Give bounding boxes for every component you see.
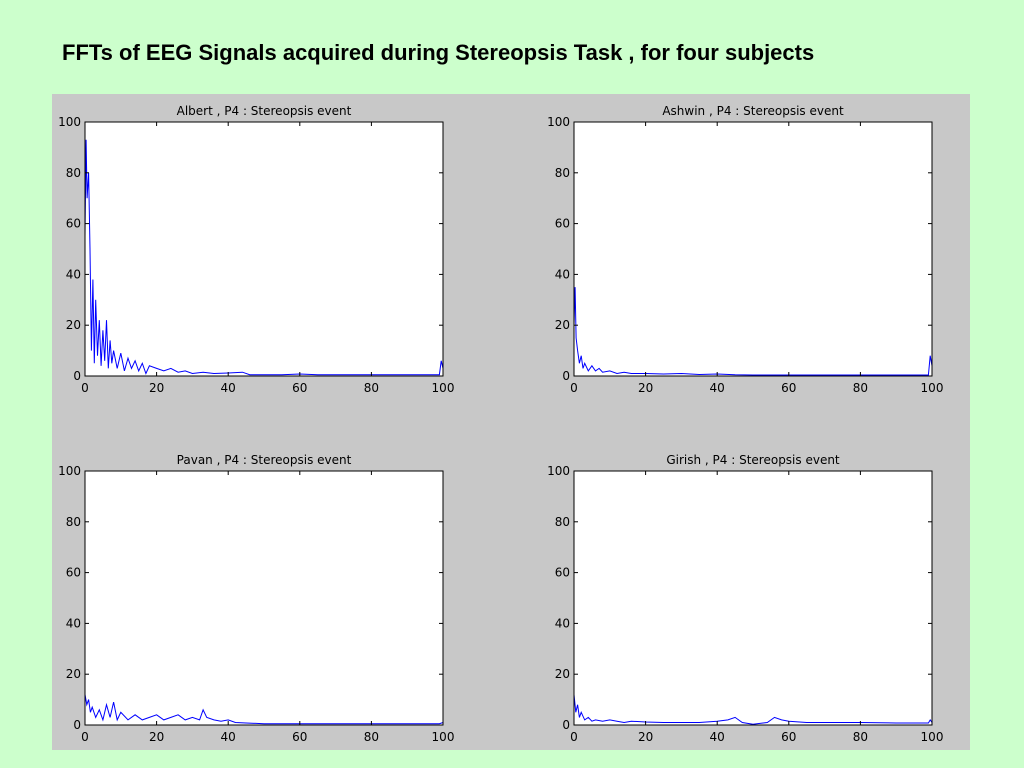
- subplot-title: Ashwin , P4 : Stereopsis event: [662, 104, 844, 118]
- x-tick-label: 20: [149, 730, 164, 744]
- axes-frame: [84, 470, 444, 726]
- x-tick-label: 80: [364, 730, 379, 744]
- plot-area: [85, 471, 443, 725]
- y-tick-label: 40: [555, 267, 570, 281]
- y-tick-label: 0: [73, 369, 81, 383]
- subplot-1: 0 20 40 60 80 100 0 20 40 60 80 100 Albert , P4 : St…: [58, 104, 454, 395]
- plot-area: [574, 471, 932, 725]
- y-tick-label: 20: [66, 318, 81, 332]
- y-tick-label: 40: [555, 616, 570, 630]
- subplot-title: Pavan , P4 : Stereopsis event: [177, 453, 352, 467]
- x-tick-label: 20: [638, 381, 653, 395]
- series-line-1: [573, 694, 933, 725]
- y-tick-label: 80: [555, 515, 570, 529]
- x-tick-label: 60: [781, 730, 796, 744]
- y-tick-label: 60: [66, 217, 81, 231]
- y-tick-label: 80: [66, 166, 81, 180]
- y-tick-label: 0: [562, 718, 570, 732]
- x-tick-label: 100: [921, 381, 944, 395]
- slide-title: FFTs of EEG Signals acquired during Ster…: [62, 40, 815, 65]
- y-tick-label: 100: [547, 464, 570, 478]
- y-tick-label: 40: [66, 616, 81, 630]
- plot-area: [85, 122, 443, 376]
- subplot-title: Albert , P4 : Stereopsis event: [177, 104, 352, 118]
- y-tick-label: 20: [555, 667, 570, 681]
- x-tick-label: 100: [432, 381, 455, 395]
- subplot-title: Girish , P4 : Stereopsis event: [666, 453, 840, 467]
- x-tick-label: 0: [81, 730, 89, 744]
- x-tick-label: 60: [781, 381, 796, 395]
- y-tick-label: 60: [66, 566, 81, 580]
- axes-frame: [84, 121, 444, 377]
- y-tick-label: 80: [66, 515, 81, 529]
- x-tick-label: 40: [221, 730, 236, 744]
- y-tick-label: 80: [555, 166, 570, 180]
- plot-area: [574, 122, 932, 376]
- y-tick-label: 60: [555, 217, 570, 231]
- x-tick-label: 60: [292, 730, 307, 744]
- y-tick-label: 100: [58, 464, 81, 478]
- x-tick-label: 0: [81, 381, 89, 395]
- series-line-1: [573, 287, 933, 376]
- x-tick-label: 20: [638, 730, 653, 744]
- x-tick-label: 0: [570, 381, 578, 395]
- fft-subplot-grid: 0 20 40 60 80 100 0 20 40 60 80 100 Albert , P4 : St…: [58, 104, 943, 744]
- x-tick-label: 60: [292, 381, 307, 395]
- y-tick-label: 100: [58, 115, 81, 129]
- y-tick-label: 40: [66, 267, 81, 281]
- series-line-1: [84, 694, 444, 725]
- x-tick-label: 20: [149, 381, 164, 395]
- y-tick-label: 100: [547, 115, 570, 129]
- x-tick-label: 40: [710, 381, 725, 395]
- figure-panel: 0 20 40 60 80 100 0 20 40 60 80 100 Albert , P4 : St…: [52, 94, 970, 750]
- axes-frame: [573, 470, 933, 726]
- subplot-3: 0 20 40 60 80 100 0 20 40 60 80 100 Pavan , P4 : Ste…: [58, 453, 454, 744]
- y-tick-label: 0: [73, 718, 81, 732]
- x-tick-label: 80: [364, 381, 379, 395]
- x-tick-label: 40: [221, 381, 236, 395]
- y-tick-label: 20: [555, 318, 570, 332]
- subplot-2: 0 20 40 60 80 100 0 20 40 60 80 100 Ashwin , P4 : St…: [547, 104, 943, 395]
- x-tick-label: 80: [853, 730, 868, 744]
- y-tick-label: 20: [66, 667, 81, 681]
- x-tick-label: 100: [432, 730, 455, 744]
- y-tick-label: 0: [562, 369, 570, 383]
- x-tick-label: 80: [853, 381, 868, 395]
- y-tick-label: 60: [555, 566, 570, 580]
- x-tick-label: 40: [710, 730, 725, 744]
- x-tick-label: 100: [921, 730, 944, 744]
- subplot-4: 0 20 40 60 80 100 0 20 40 60 80 100 Girish , P4 : St…: [547, 453, 943, 744]
- axes-frame: [573, 121, 933, 377]
- x-tick-label: 0: [570, 730, 578, 744]
- series-line-1: [84, 139, 444, 376]
